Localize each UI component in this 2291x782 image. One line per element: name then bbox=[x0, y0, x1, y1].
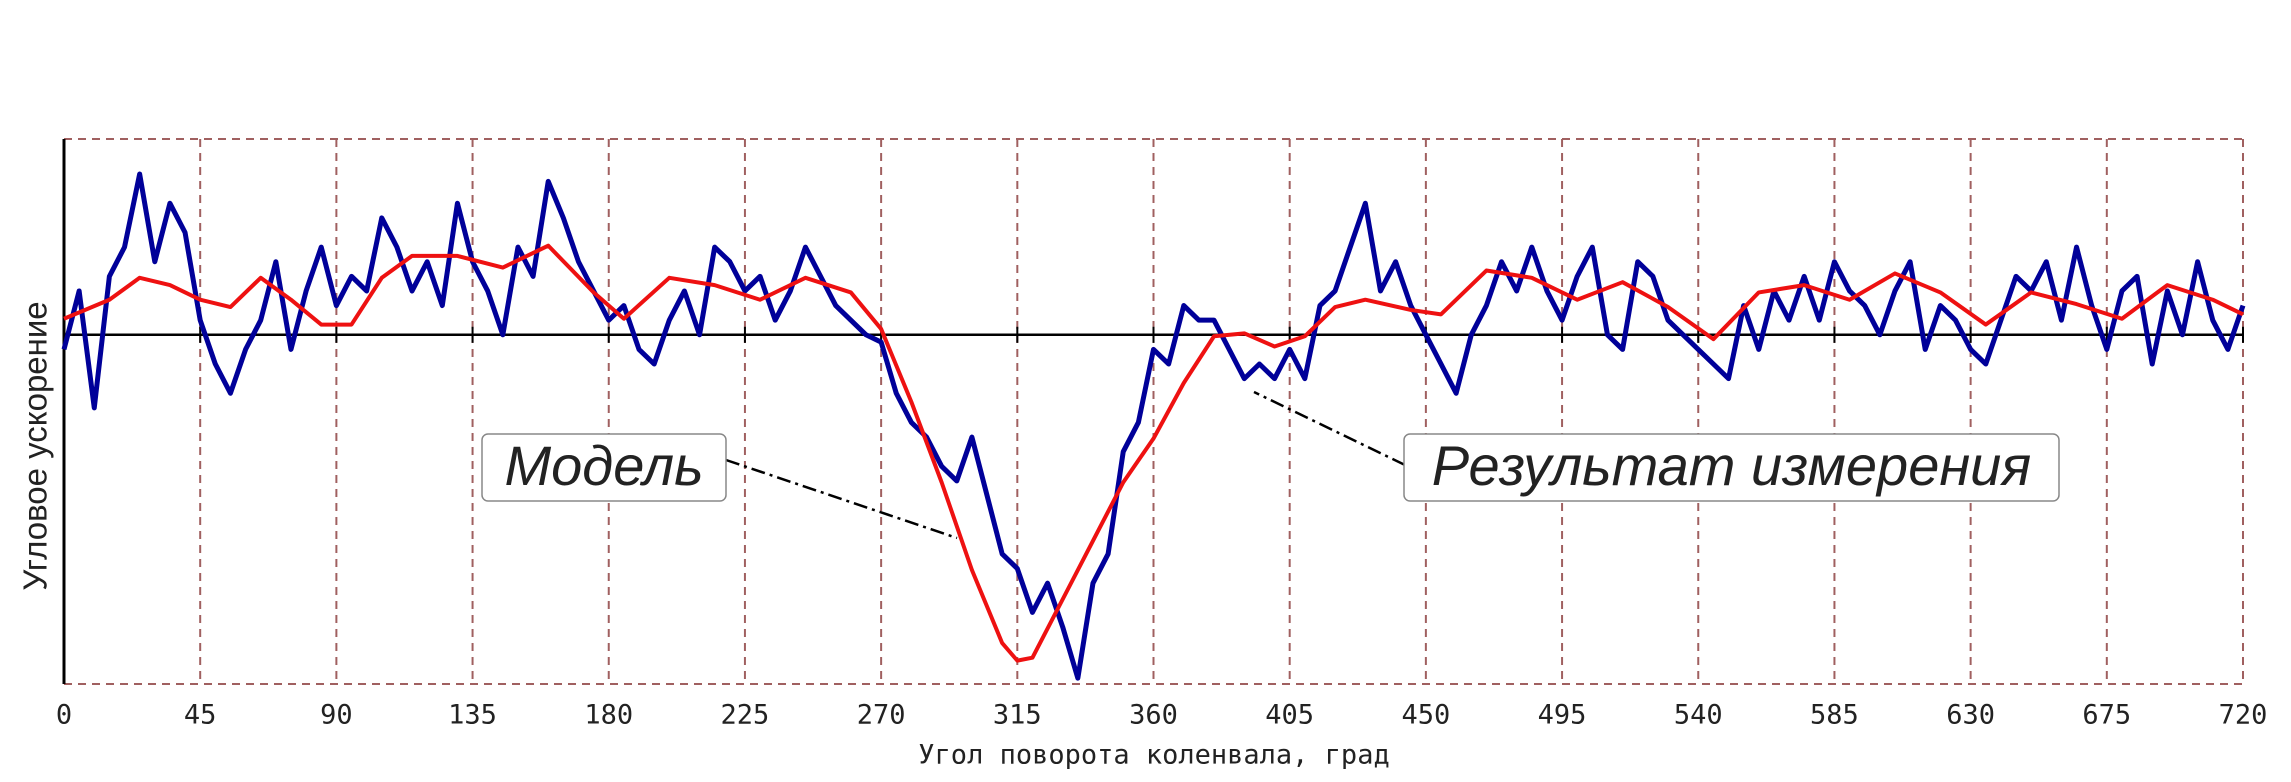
annotation-box bbox=[481, 433, 727, 502]
x-tick-label: 540 bbox=[1674, 700, 1723, 731]
x-tick-label: 0 bbox=[56, 700, 72, 731]
x-tick-label: 270 bbox=[857, 700, 906, 731]
legend-label: Модель bbox=[504, 434, 703, 497]
x-tick-label: 225 bbox=[721, 700, 770, 731]
x-axis-label: Угол поворота коленвала, град bbox=[918, 740, 1389, 771]
x-tick-label: 675 bbox=[2082, 700, 2131, 731]
x-tick-label: 495 bbox=[1538, 700, 1587, 731]
series-line bbox=[63, 243, 2244, 663]
x-tick-label: 45 bbox=[184, 700, 217, 731]
x-tick-label: 630 bbox=[1946, 700, 1995, 731]
annotation-box bbox=[1403, 433, 2060, 502]
x-tick-label: 585 bbox=[1810, 700, 1859, 731]
y-axis-label: Угловое ускорение bbox=[17, 301, 54, 590]
x-tick-label: 720 bbox=[2219, 700, 2268, 731]
series-line bbox=[61, 171, 2246, 681]
x-tick-label: 405 bbox=[1265, 700, 1314, 731]
x-tick-label: 180 bbox=[584, 700, 633, 731]
leader-line bbox=[725, 458, 958, 540]
x-tick-label: 90 bbox=[320, 700, 353, 731]
x-tick-label: 315 bbox=[993, 700, 1042, 731]
x-tick-label: 450 bbox=[1401, 700, 1450, 731]
x-tick-label: 135 bbox=[448, 700, 497, 731]
leader-line bbox=[1253, 390, 1406, 467]
legend-label: Результат измерения bbox=[1432, 434, 2031, 497]
x-tick-label: 360 bbox=[1129, 700, 1178, 731]
